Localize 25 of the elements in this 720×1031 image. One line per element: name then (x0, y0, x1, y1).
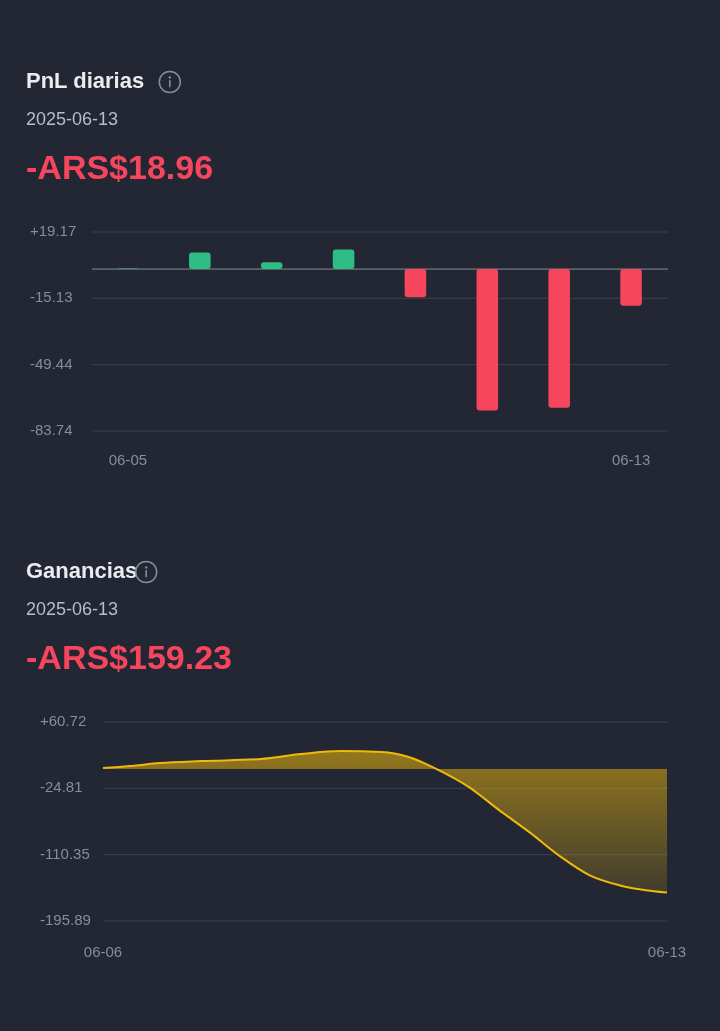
chart-subtitle: 2025-06-13 (26, 108, 119, 129)
bar (189, 252, 211, 270)
x-tick-label: 06-06 (83, 943, 123, 960)
y-tick-label: +19.17 (30, 221, 77, 239)
bar (332, 249, 355, 270)
y-tick-label: -15.13 (30, 288, 73, 306)
text: -ARS$18.96 (26, 147, 214, 186)
y-tick-label: -24.81 (40, 778, 83, 796)
chart-title: PnL diarias (26, 67, 145, 93)
chart-subtitle: 2025-06-13 (26, 598, 119, 619)
x-tick-label: 06-05 (108, 451, 148, 468)
bar (260, 262, 283, 270)
bar (620, 269, 642, 306)
x-tick-label: 06-13 (647, 943, 687, 960)
text: -ARS$159.23 (26, 637, 233, 676)
bar (548, 269, 570, 408)
y-tick-label: -195.89 (40, 910, 91, 928)
y-tick-label: -49.44 (30, 354, 73, 372)
y-tick-label: -110.35 (40, 844, 90, 862)
bar (404, 269, 427, 298)
chart-title: Ganancias (26, 557, 138, 583)
x-tick-label: 06-13 (611, 451, 651, 468)
y-tick-label: -83.74 (30, 420, 73, 438)
bar (476, 269, 499, 411)
y-tick-label: +60.72 (40, 711, 87, 729)
